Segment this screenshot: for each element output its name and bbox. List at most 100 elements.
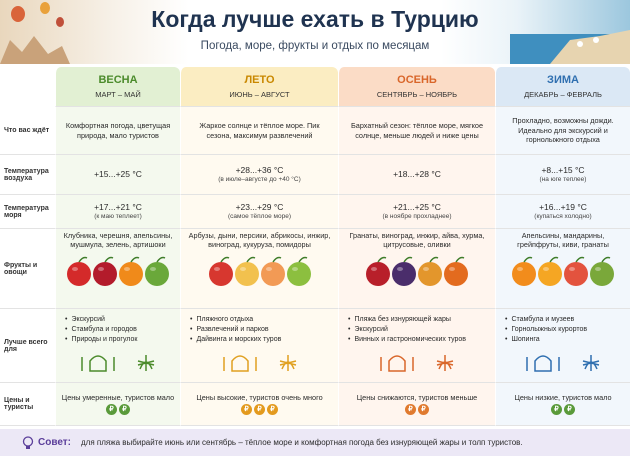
season-header: ВЕСНА МАРТ – МАЙ bbox=[55, 67, 180, 107]
tip-bar: Совет: для пляжа выбирайте июнь или сент… bbox=[0, 429, 630, 456]
best-for-list: ЭкскурсийСтамбула и городовПрироды и про… bbox=[61, 315, 175, 345]
expect-text: Жаркое солнце и тёплое море. Пик сезона,… bbox=[199, 121, 320, 140]
fruits-text: Гранаты, виноград, инжир, айва, хурма, ц… bbox=[349, 231, 485, 250]
tip-label: Совет: bbox=[38, 437, 72, 448]
season-name: ВЕСНА bbox=[98, 74, 138, 87]
row-label: Цены и туристы bbox=[0, 383, 55, 426]
best-for-item: Природы и прогулок bbox=[71, 335, 175, 345]
season-header: ЗИМА ДЕКАБРЬ – ФЕВРАЛЬ bbox=[495, 67, 630, 107]
sea-cell: +21...+25 °C (в ноябре прохладнее) bbox=[338, 195, 495, 229]
price-level: ₽ ₽ ₽ bbox=[240, 402, 279, 416]
season-header: ЛЕТО ИЮНЬ – АВГУСТ bbox=[180, 67, 338, 107]
prices-text: Цены снижаются, туристов меньше bbox=[356, 392, 478, 402]
expect-cell: Жаркое солнце и тёплое море. Пик сезона,… bbox=[180, 107, 338, 155]
sea-temp: +17...+21 °C bbox=[94, 201, 142, 212]
best-for-list: Пляжного отдыхаРазвлечений и парковДайви… bbox=[186, 315, 333, 345]
air-cell: +8...+15 °C (на юге теплее) bbox=[495, 155, 630, 195]
best-for-item: Пляжного отдыха bbox=[196, 315, 333, 325]
air-cell: +15...+25 °C bbox=[55, 155, 180, 195]
season-name: ЛЕТО bbox=[244, 74, 275, 87]
season-months: МАРТ – МАЙ bbox=[95, 89, 141, 99]
sea-note: (в ноябре прохладнее) bbox=[382, 212, 452, 220]
season-months: СЕНТЯБРЬ – НОЯБРЬ bbox=[376, 89, 458, 99]
season-months: ИЮНЬ – АВГУСТ bbox=[229, 89, 290, 99]
activity-icons bbox=[222, 355, 296, 373]
row-label: Фрукты и овощи bbox=[0, 229, 55, 309]
row-label: Температура моря bbox=[0, 195, 55, 229]
row-label: Температура воздуха bbox=[0, 155, 55, 195]
fruits-cell: Апельсины, мандарины, грейпфруты, киви, … bbox=[495, 229, 630, 309]
price-symbol: ₽ bbox=[405, 404, 416, 416]
fruit-illustration bbox=[67, 256, 169, 286]
best-for-item: Горнолыжных курортов bbox=[511, 325, 625, 335]
sea-cell: +16...+19 °C (купаться холодно) bbox=[495, 195, 630, 229]
sea-decoration bbox=[510, 30, 630, 64]
fruit-illustration bbox=[366, 256, 468, 286]
best-for-item: Винных и гастрономических туров bbox=[354, 335, 490, 345]
best-for-cell: Пляжа без изнуряющей жарыЭкскурсийВинных… bbox=[338, 309, 495, 383]
fruits-cell: Арбузы, дыни, персики, абрикосы, инжир, … bbox=[180, 229, 338, 309]
price-symbol: ₽ bbox=[267, 404, 278, 416]
best-for-item: Экскурсий bbox=[354, 325, 490, 335]
air-note: (в июле–августе до +40 °C) bbox=[218, 175, 301, 183]
best-for-item: Дайвинга и морских туров bbox=[196, 335, 333, 345]
tip-text: для пляжа выбирайте июнь или сентябрь – … bbox=[81, 438, 523, 447]
best-for-list: Стамбула и музеевГорнолыжных курортовШоп… bbox=[501, 315, 625, 345]
fruit-illustration bbox=[208, 256, 311, 286]
prices-text: Цены умеренные, туристов мало bbox=[61, 392, 175, 402]
air-cell: +28...+36 °C (в июле–августе до +40 °C) bbox=[180, 155, 338, 195]
subtitle: Погода, море, фрукты и отдых по месяцам bbox=[200, 40, 430, 52]
best-for-cell: Стамбула и музеевГорнолыжных курортовШоп… bbox=[495, 309, 630, 383]
sea-note: (купаться холодно) bbox=[534, 212, 592, 220]
price-symbol: ₽ bbox=[418, 404, 429, 416]
best-for-item: Развлечений и парков bbox=[196, 325, 333, 335]
prices-text: Цены низкие, туристов мало bbox=[514, 392, 612, 402]
air-cell: +18...+28 °C bbox=[338, 155, 495, 195]
activity-icons bbox=[380, 355, 454, 373]
sea-note: (самое тёплое море) bbox=[227, 212, 292, 220]
air-temp: +8...+15 °C bbox=[541, 164, 585, 175]
price-level: ₽ ₽ bbox=[105, 402, 131, 416]
balloons-decoration bbox=[0, 2, 70, 64]
price-symbol: ₽ bbox=[106, 404, 117, 416]
sea-temp: +23...+29 °C bbox=[235, 201, 284, 212]
prices-text: Цены высокие, туристов очень много bbox=[196, 392, 323, 402]
air-temp: +15...+25 °C bbox=[94, 168, 142, 179]
fruits-text: Апельсины, мандарины, грейпфруты, киви, … bbox=[517, 231, 609, 250]
price-symbol: ₽ bbox=[119, 404, 130, 416]
sea-note: (к маю теплеет) bbox=[94, 212, 142, 220]
best-for-item: Экскурсий bbox=[71, 315, 175, 325]
sea-cell: +23...+29 °C (самое тёплое море) bbox=[180, 195, 338, 229]
price-symbol: ₽ bbox=[254, 404, 265, 416]
expect-cell: Бархатный сезон: тёплое море, мягкое сол… bbox=[338, 107, 495, 155]
prices-cell: Цены умеренные, туристов мало ₽ ₽ bbox=[55, 383, 180, 426]
expect-cell: Комфортная погода, цветущая природа, мал… bbox=[55, 107, 180, 155]
fruits-cell: Клубника, черешня, апельсины, мушмула, з… bbox=[55, 229, 180, 309]
best-for-item: Пляжа без изнуряющей жары bbox=[354, 315, 490, 325]
season-name: ОСЕНЬ bbox=[397, 74, 437, 87]
lightbulb-icon bbox=[22, 435, 34, 449]
price-symbol: ₽ bbox=[241, 404, 252, 416]
price-level: ₽ ₽ bbox=[404, 402, 430, 416]
activity-icons bbox=[81, 355, 155, 373]
air-temp: +18...+28 °C bbox=[393, 168, 441, 179]
prices-cell: Цены высокие, туристов очень много ₽ ₽ ₽ bbox=[180, 383, 338, 426]
sea-temp: +21...+25 °C bbox=[393, 201, 441, 212]
best-for-item: Стамбула и городов bbox=[71, 325, 175, 335]
season-table: Что вас ждёт Температура воздуха Температу… bbox=[0, 67, 630, 426]
price-symbol: ₽ bbox=[551, 404, 562, 416]
row-label: Лучше всего для bbox=[0, 309, 55, 383]
best-for-item: Шопинга bbox=[511, 335, 625, 345]
title: Когда лучше ехать в Турцию bbox=[151, 6, 479, 32]
row-label: Что вас ждёт bbox=[0, 107, 55, 155]
activity-icons bbox=[526, 355, 600, 373]
prices-cell: Цены низкие, туристов мало ₽ ₽ bbox=[495, 383, 630, 426]
header: Когда лучше ехать в Турцию Погода, море,… bbox=[0, 0, 630, 64]
price-symbol: ₽ bbox=[564, 404, 575, 416]
fruit-illustration bbox=[512, 256, 614, 286]
best-for-cell: ЭкскурсийСтамбула и городовПрироды и про… bbox=[55, 309, 180, 383]
air-note: (на юге теплее) bbox=[539, 175, 587, 183]
expect-text: Прохладно, возможны дожди. Идеально для … bbox=[512, 116, 614, 145]
sea-temp: +16...+19 °C bbox=[539, 201, 587, 212]
